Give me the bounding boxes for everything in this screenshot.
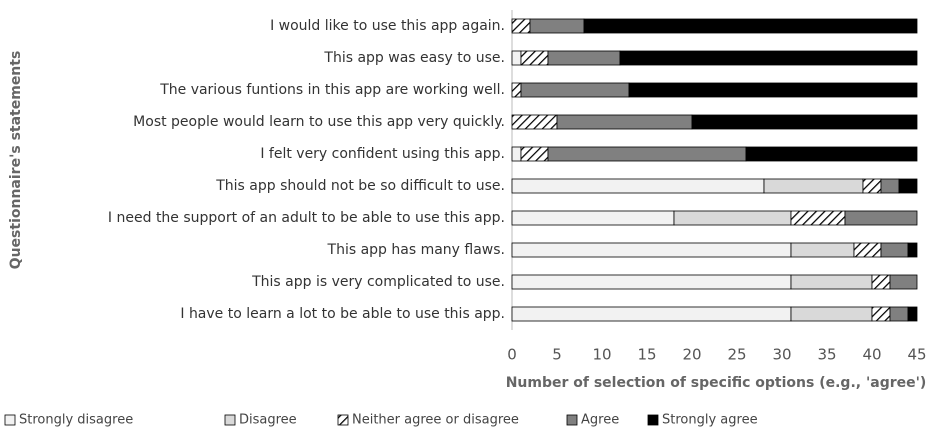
y-tick-label: This app has many flaws.: [327, 242, 505, 258]
bar-segment: [511, 146, 522, 162]
bar-segment: [790, 242, 855, 258]
bar-segment: [889, 306, 909, 322]
bar-segment: [520, 50, 549, 66]
bar-segment: [871, 306, 891, 322]
bar-segment: [880, 178, 900, 194]
bar-segment: [619, 50, 918, 66]
bar-segment: [556, 114, 693, 130]
x-tick-label: 25: [727, 346, 746, 364]
bar-segment: [790, 274, 873, 290]
bar-segment: [871, 274, 891, 290]
x-tick-label: 30: [772, 346, 791, 364]
y-tick-label: I have to learn a lot to be able to use …: [180, 306, 505, 322]
bar-segment: [511, 274, 792, 290]
bar-segment: [907, 306, 918, 322]
legend-label: Disagree: [239, 413, 297, 428]
y-tick-label: This app is very complicated to use.: [251, 274, 505, 290]
y-tick-label: The various funtions in this app are wor…: [159, 82, 505, 98]
bar-segment: [511, 50, 522, 66]
legend-swatch: [4, 414, 16, 426]
legend-swatch: [224, 414, 236, 426]
y-tick-label: This app should not be so difficult to u…: [215, 178, 505, 194]
legend-swatch: [566, 414, 578, 426]
bar-segment: [520, 82, 630, 98]
bar-segment: [511, 242, 792, 258]
bar-segment: [511, 178, 765, 194]
y-axis-title: Questionnaire's statements: [8, 51, 24, 270]
bar-segment: [790, 210, 846, 226]
bar-segment: [880, 242, 909, 258]
legend-swatch: [647, 414, 659, 426]
bar-segment: [511, 82, 522, 98]
x-tick-label: 45: [907, 346, 926, 364]
bar-segment: [853, 242, 882, 258]
bar-segment: [844, 210, 918, 226]
y-tick-label: I need the support of an adult to be abl…: [108, 210, 505, 226]
bar-segment: [529, 18, 585, 34]
bar-segment: [547, 146, 747, 162]
bar-segment: [763, 178, 864, 194]
x-tick-label: 35: [817, 346, 836, 364]
legend-swatch: [337, 414, 349, 426]
legend-label: Strongly agree: [662, 413, 758, 428]
x-tick-label: 15: [637, 346, 656, 364]
bar-segment: [907, 242, 918, 258]
bar-segment: [745, 146, 918, 162]
y-tick-label: Most people would learn to use this app …: [133, 114, 505, 130]
bar-segment: [511, 210, 675, 226]
x-tick-label: 20: [682, 346, 701, 364]
legend-label: Neither agree or disagree: [352, 413, 519, 428]
y-tick-label: This app was easy to use.: [323, 50, 505, 66]
bar-segment: [511, 18, 531, 34]
bar-segment: [583, 18, 918, 34]
bar-segment: [628, 82, 918, 98]
y-tick-label: I would like to use this app again.: [270, 18, 505, 34]
bar-segment: [547, 50, 621, 66]
bar-segment: [520, 146, 549, 162]
bar-segment: [898, 178, 918, 194]
x-tick-label: 5: [552, 346, 562, 364]
legend-label: Strongly disagree: [19, 413, 133, 428]
y-tick-label: I felt very confident using this app.: [260, 146, 505, 162]
bar-segment: [691, 114, 918, 130]
x-axis-title: Number of selection of specific options …: [506, 375, 927, 391]
x-tick-label: 10: [592, 346, 611, 364]
bar-segment: [511, 114, 558, 130]
x-tick-label: 40: [862, 346, 881, 364]
bar-segment: [862, 178, 882, 194]
bar-segment: [889, 274, 918, 290]
legend-label: Agree: [581, 413, 619, 428]
x-tick-label: 0: [507, 346, 517, 364]
bar-segment: [673, 210, 792, 226]
bar-segment: [511, 306, 792, 322]
bar-segment: [790, 306, 873, 322]
